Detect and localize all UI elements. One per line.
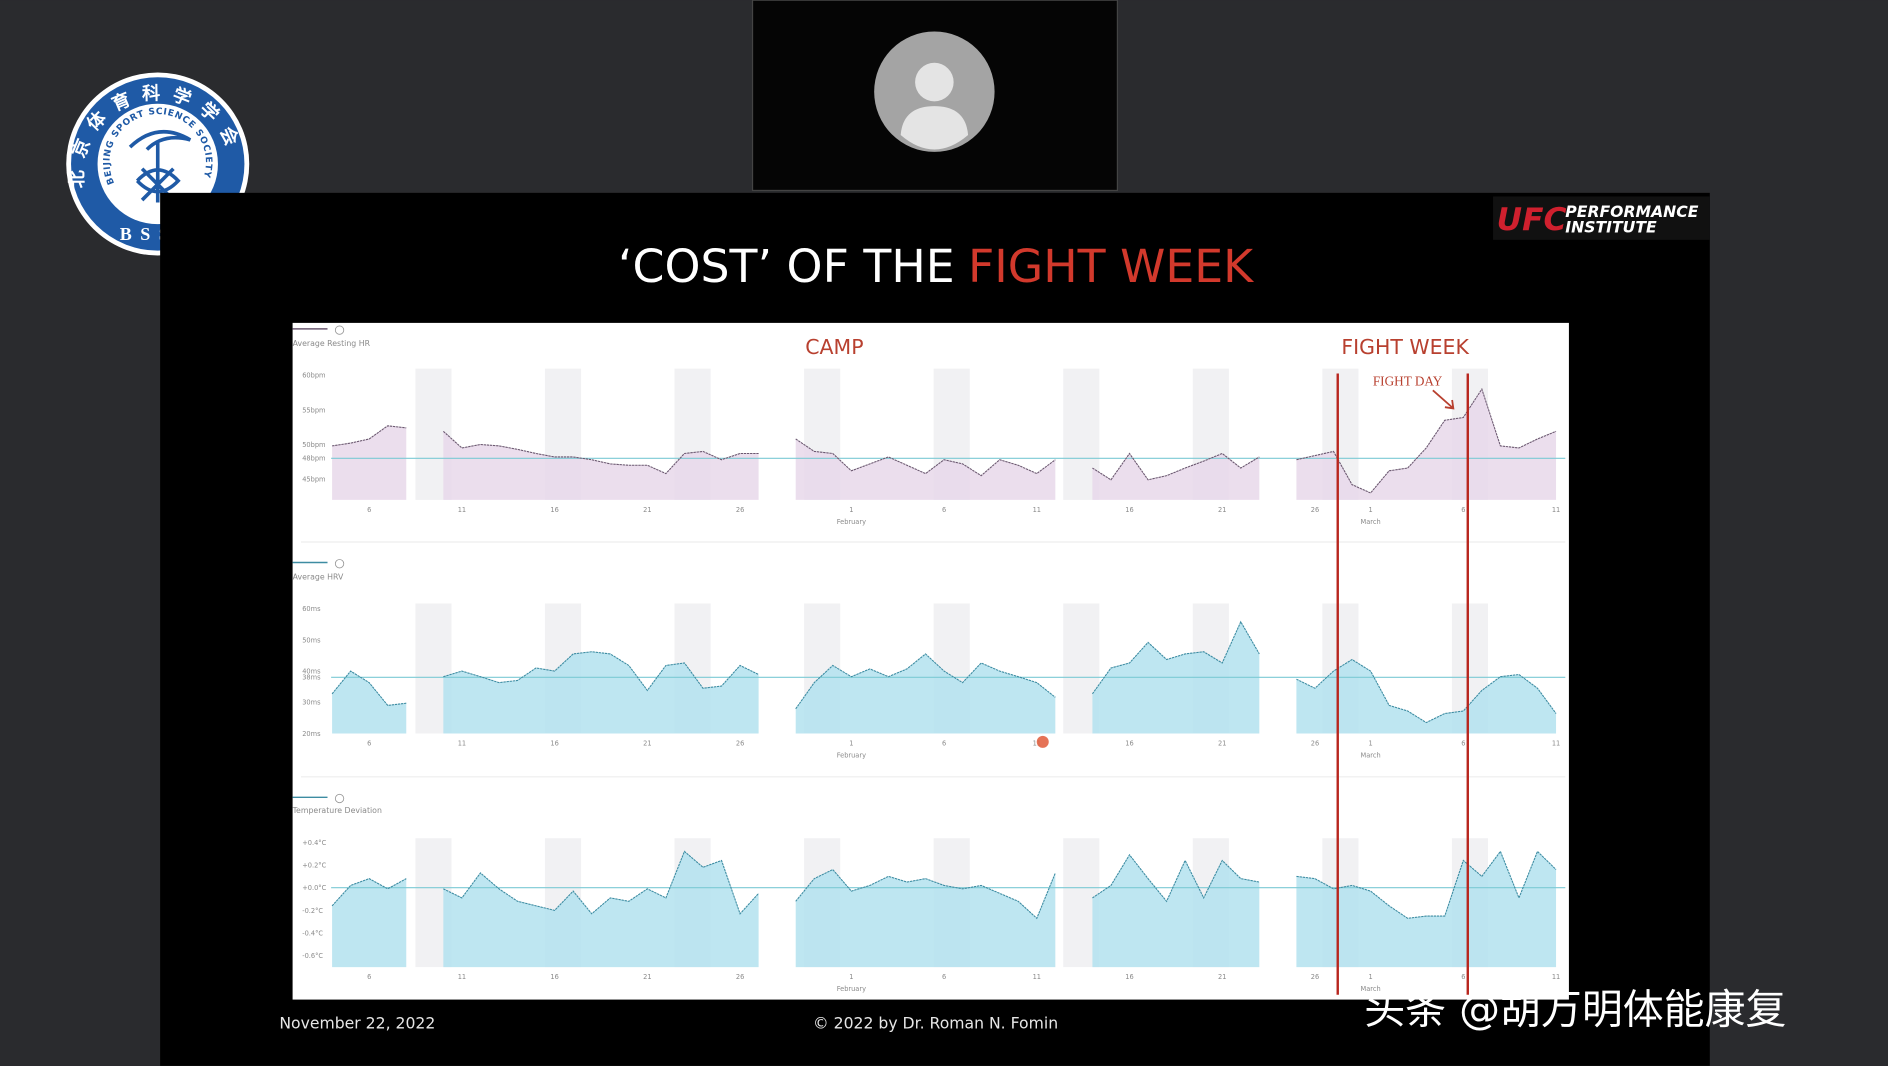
logo-emblem bbox=[128, 129, 192, 203]
y-tick-label: 45bpm bbox=[302, 476, 325, 484]
legend-toggle[interactable] bbox=[334, 793, 345, 804]
avatar-head bbox=[915, 62, 954, 102]
x-tick-label: 1 bbox=[1368, 973, 1372, 981]
y-tick-label: -0.6°C bbox=[302, 952, 323, 960]
x-month-label: February bbox=[837, 985, 866, 993]
cursor-dot bbox=[1036, 735, 1049, 748]
fight-day-arrow bbox=[1432, 389, 1455, 410]
watermark: 头条 @胡万明体能康复 bbox=[1364, 986, 1786, 1034]
x-tick-label: 26 bbox=[1311, 973, 1319, 981]
y-tick-label: 50ms bbox=[302, 636, 321, 644]
x-tick-label: 16 bbox=[1125, 973, 1133, 981]
y-tick-label: -0.2°C bbox=[302, 907, 323, 915]
brand-logo: UFC bbox=[1497, 202, 1567, 238]
slide-date: November 22, 2022 bbox=[279, 1013, 435, 1032]
x-tick-label: 11 bbox=[1033, 740, 1041, 748]
panel-title: Temperature Deviation bbox=[292, 806, 382, 815]
x-tick-label: 11 bbox=[458, 973, 466, 981]
brand-box bbox=[1493, 196, 1710, 240]
charts: Average Resting HR 60bpm 55bpm 50bpm 48bpm 45… bbox=[292, 325, 1566, 993]
x-tick-label: 11 bbox=[458, 506, 466, 514]
x-tick-label: 21 bbox=[643, 506, 651, 514]
x-tick-label: 6 bbox=[1461, 740, 1465, 748]
x-tick-label: 26 bbox=[736, 973, 744, 981]
x-month-label: March bbox=[1361, 752, 1381, 760]
series-line bbox=[331, 620, 1557, 724]
title-highlight: FIGHT WEEK bbox=[968, 240, 1254, 293]
x-tick-label: 11 bbox=[1552, 506, 1560, 514]
x-tick-label: 26 bbox=[1311, 506, 1319, 514]
annotation-fight-day: FIGHT DAY bbox=[1373, 374, 1443, 389]
x-tick-label: 1 bbox=[849, 973, 853, 981]
y-tick-label: 50bpm bbox=[302, 441, 325, 449]
x-month-label: March bbox=[1361, 985, 1381, 993]
x-tick-label: 21 bbox=[1218, 973, 1226, 981]
x-tick-label: 1 bbox=[849, 506, 853, 514]
slide-title: ‘COST’ OF THE FIGHT WEEK bbox=[618, 240, 1254, 293]
annotation-fight-week: FIGHT WEEK bbox=[1341, 335, 1469, 359]
x-tick-label: 21 bbox=[643, 973, 651, 981]
panel-title: Average HRV bbox=[293, 572, 344, 581]
x-tick-label: 6 bbox=[942, 506, 946, 514]
x-month-label: February bbox=[837, 518, 866, 526]
avatar-body bbox=[900, 106, 969, 150]
x-tick-label: 16 bbox=[550, 506, 558, 514]
x-tick-label: 6 bbox=[1461, 973, 1465, 981]
x-tick-label: 1 bbox=[1368, 740, 1372, 748]
x-tick-label: 1 bbox=[849, 740, 853, 748]
legend-toggle[interactable] bbox=[334, 325, 345, 335]
x-tick-label: 16 bbox=[1125, 740, 1133, 748]
x-tick-label: 21 bbox=[643, 740, 651, 748]
y-tick-label: -0.4°C bbox=[302, 929, 323, 937]
panel-title: Average Resting HR bbox=[293, 339, 371, 348]
x-tick-label: 21 bbox=[1218, 740, 1226, 748]
x-tick-label: 6 bbox=[367, 506, 371, 514]
x-tick-label: 6 bbox=[942, 973, 946, 981]
x-tick-label: 16 bbox=[1125, 506, 1133, 514]
x-tick-label: 26 bbox=[736, 506, 744, 514]
x-tick-label: 11 bbox=[458, 740, 466, 748]
area-fill bbox=[332, 389, 1557, 500]
x-tick-label: 21 bbox=[1218, 506, 1226, 514]
x-month-label: February bbox=[837, 752, 866, 760]
x-tick-label: 11 bbox=[1033, 973, 1041, 981]
x-tick-label: 16 bbox=[550, 973, 558, 981]
x-tick-label: 6 bbox=[1461, 506, 1465, 514]
title-text: ‘COST’ OF THE bbox=[618, 240, 955, 293]
x-tick-label: 6 bbox=[942, 740, 946, 748]
x-tick-label: 11 bbox=[1033, 506, 1041, 514]
y-tick-label: 40ms bbox=[302, 667, 321, 675]
brand-line: PERFORMANCE bbox=[1565, 202, 1698, 221]
annotation-camp: CAMP bbox=[805, 335, 863, 359]
y-tick-label: 60bpm bbox=[302, 372, 325, 380]
series-line bbox=[331, 850, 1557, 920]
y-tick-label: 30ms bbox=[302, 699, 321, 707]
series-line bbox=[332, 387, 1557, 494]
x-tick-label: 11 bbox=[1552, 740, 1560, 748]
y-tick-label: +0.4°C bbox=[302, 839, 326, 847]
y-tick-label: 55bpm bbox=[302, 406, 325, 414]
brand-line: INSTITUTE bbox=[1565, 218, 1657, 237]
y-tick-label: +0.2°C bbox=[302, 861, 326, 869]
y-tick-label: 48bpm bbox=[302, 455, 325, 463]
area-fill bbox=[332, 851, 1557, 968]
legend-toggle[interactable] bbox=[334, 559, 345, 569]
x-tick-label: 6 bbox=[367, 973, 371, 981]
slide-copyright: © 2022 by Dr. Roman N. Fomin bbox=[813, 1013, 1058, 1032]
y-tick-label: 38ms bbox=[302, 674, 321, 682]
x-month-label: March bbox=[1361, 518, 1381, 526]
y-tick-label: 20ms bbox=[302, 730, 321, 738]
x-tick-label: 11 bbox=[1552, 973, 1560, 981]
x-tick-label: 26 bbox=[1311, 740, 1319, 748]
x-tick-label: 6 bbox=[367, 740, 371, 748]
y-tick-label: +0.0°C bbox=[302, 884, 326, 892]
x-tick-label: 1 bbox=[1368, 506, 1372, 514]
x-tick-label: 26 bbox=[736, 740, 744, 748]
y-tick-label: 60ms bbox=[302, 605, 321, 613]
x-tick-label: 16 bbox=[550, 740, 558, 748]
